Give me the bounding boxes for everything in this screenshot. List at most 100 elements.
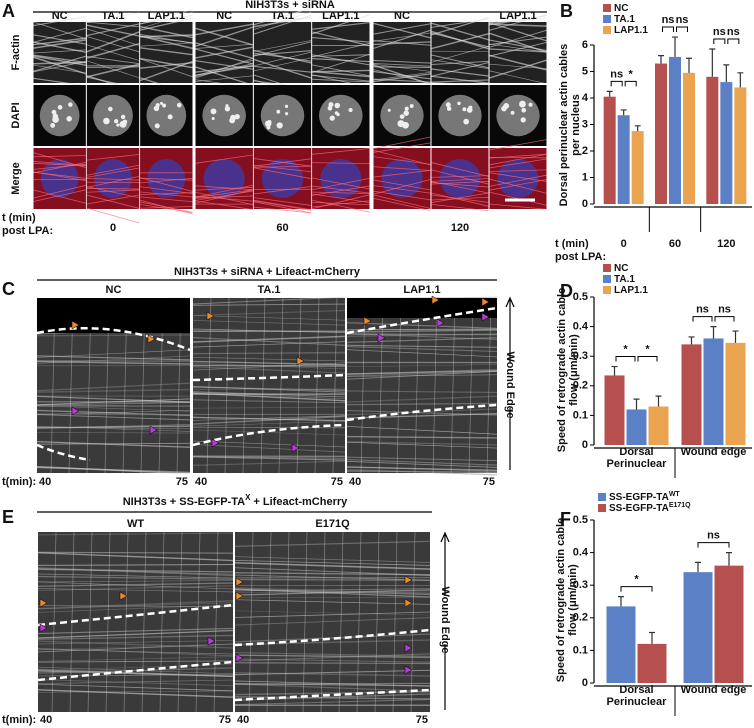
streak [37,602,234,610]
streak [192,341,346,348]
fiber [312,36,370,43]
fiber [312,64,370,77]
fiber [253,58,312,79]
streak [37,627,234,635]
fiber [431,32,489,48]
step [242,297,248,474]
nucleolus [285,112,289,116]
fiber [253,7,312,26]
fiber [312,185,370,196]
fiber [86,56,140,65]
nucleolus [68,102,73,107]
streak [234,633,431,643]
streak [192,315,346,321]
micrograph [312,85,370,146]
streak [234,651,431,657]
nucleolus [519,100,526,108]
fiber [86,36,140,53]
error-bar [709,48,716,77]
fiber [140,42,193,47]
significance-bracket [714,316,735,322]
nucleolus [327,105,333,111]
edge-label: Wound Edge [439,586,451,653]
y-tick-label: 0.3 [573,350,588,362]
nucleolus [50,123,56,128]
nucleolus [446,106,452,111]
arrowhead [404,665,413,675]
bar [683,72,695,204]
blank-region [347,298,497,318]
micrograph [33,148,86,209]
streak [346,390,498,394]
fiber [431,175,489,178]
y-tick-label: 2 [582,145,588,157]
significance-label: ns [610,68,623,80]
fiber [195,65,253,73]
legend-superscript: E171Q [669,502,691,509]
streak [37,663,234,671]
bar [669,56,681,204]
significance-bracket [637,356,658,362]
streak [346,364,498,368]
step [248,531,254,713]
streak [234,560,431,566]
micrograph [86,85,140,146]
nucleus [381,158,423,199]
fiber [311,14,370,35]
fiber [140,58,193,78]
fiber [86,154,140,161]
fiber [373,179,431,191]
legend-label: LAP1.1 [614,25,648,36]
x-tick-label: 120 [717,238,736,250]
nucleus [93,94,133,137]
nucleolus [334,102,341,109]
y-tick-label: 0.3 [573,579,588,591]
y-tick-label: 0.2 [573,380,588,392]
streak [37,648,234,655]
time-label: 60 [276,222,288,234]
streak [37,668,234,677]
micrograph [192,296,346,474]
legend-label: TA.1 [614,274,635,285]
streak [192,303,346,306]
title-part: + Lifeact-mCherry [253,496,348,508]
column-header: NC [394,10,410,22]
micrograph [86,148,140,224]
micrograph [346,296,498,476]
wound-edge-trace [192,373,346,382]
fiber [373,190,431,201]
fiber [253,65,312,73]
significance-bracket [713,38,726,44]
error-bar [695,561,701,573]
fiber [195,185,253,191]
micrograph [431,148,489,212]
bar [617,115,630,204]
nucleolus [266,125,271,130]
time-label: 75 [176,476,188,488]
streak [36,388,191,393]
streak [36,442,191,445]
nucleolus [387,108,391,112]
fiber [312,53,370,73]
fiber [489,172,547,182]
fiber [140,206,193,209]
nucleolus [103,117,110,125]
fiber [431,75,489,84]
fiber [86,44,140,61]
legend-swatch [603,275,611,283]
fiber [489,179,547,191]
column-header: NC [52,10,68,22]
wound-edge-trace [234,688,431,702]
wound-edge-trace [346,403,498,422]
nucleolus [224,106,231,112]
fiber [489,41,547,57]
arrowhead [235,653,244,663]
fiber [33,21,86,40]
legend-name: TA.1 [614,274,635,285]
micrograph [489,85,547,146]
streak [36,465,191,475]
x-axis-label: post LPA: [555,251,606,263]
arrowhead [71,320,80,330]
significance-bracket [692,316,713,322]
fiber [86,207,140,224]
